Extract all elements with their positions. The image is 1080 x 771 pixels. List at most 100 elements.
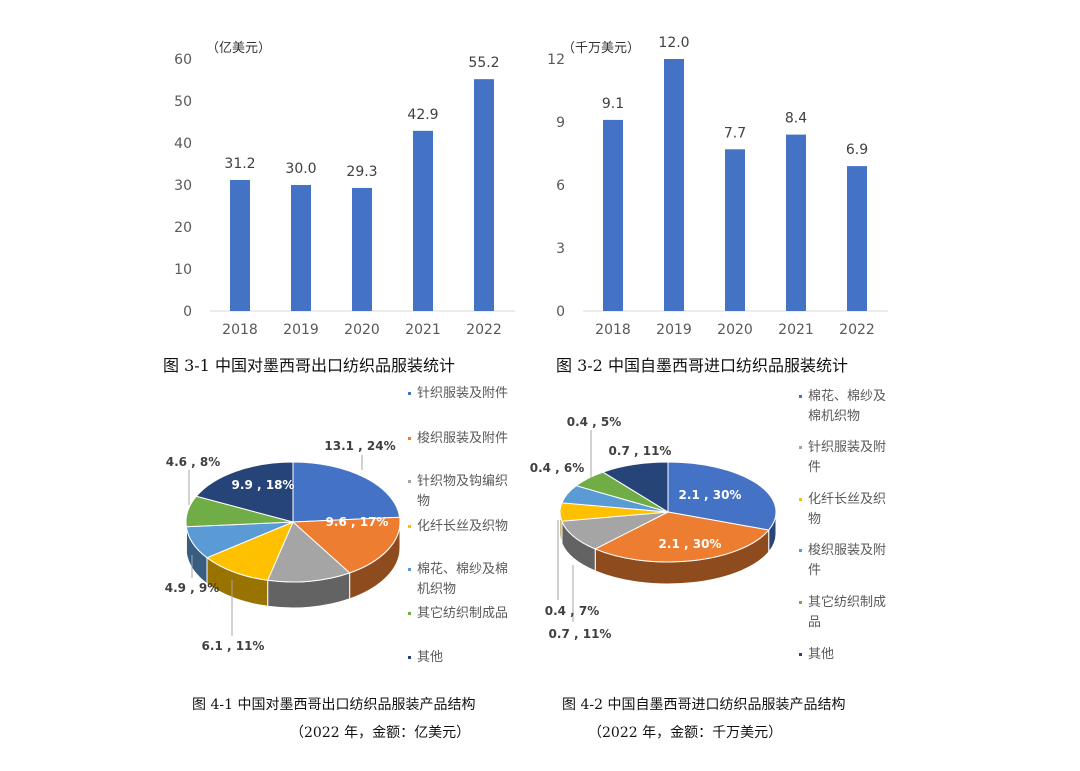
x-tick-label: 2021 [778,322,814,338]
legend-marker [799,601,802,604]
legend-marker [799,446,802,449]
bar [291,185,311,311]
legend-marker [408,392,411,395]
slice-label: 4.9 , 9% [165,581,220,595]
pie-slice [594,511,770,563]
slice-label: 0.4 , 6% [530,461,585,475]
legend-label: 化纤长丝及织 [808,492,886,507]
bar [786,134,806,311]
pie-slice [561,511,669,550]
bar [230,179,250,311]
legend-label: 物 [417,494,430,509]
legend-marker [408,437,411,440]
data-label: 8.4 [785,111,807,127]
slice-label: 0.7 , 11% [549,627,612,641]
y-tick-label: 10 [174,262,192,278]
bar [413,130,433,311]
slice-label: 9.6 , 17% [326,515,389,529]
legend-label: 梭织服装及附 [808,542,886,558]
legend-label: 件 [808,460,821,475]
bar [725,149,745,311]
pie-slice [266,521,351,583]
data-label: 29.3 [346,164,377,180]
y-tick-label: 0 [556,304,565,320]
legend-label: 机织物 [417,582,456,597]
caption-fig-3-2: 图 3-2 中国自墨西哥进口纺织品服装统计 [556,356,848,375]
legend-label: 品 [808,615,821,630]
legend-label: 针织服装及附 [808,440,886,455]
y-tick-label: 40 [174,136,192,152]
pie-slice [601,461,669,513]
bar [474,79,494,311]
x-tick-label: 2022 [839,322,875,338]
x-tick-label: 2020 [717,322,753,338]
caption-fig-4-1: 图 4-1 中国对墨西哥出口纺织品服装产品结构 [192,697,476,713]
x-tick-label: 2020 [344,322,380,338]
data-label: 30.0 [285,161,316,177]
legend-label: 棉花、棉纱及 [808,388,886,404]
y-tick-label: 3 [556,241,565,257]
data-label: 42.9 [407,107,438,123]
slice-label: 13.1 , 24% [324,439,395,453]
pie-slice [291,516,401,574]
legend-marker [408,480,411,483]
pie-slice [206,521,294,581]
slice-label: 6.1 , 11% [202,639,265,653]
legend-label: 针织服装及附件 [417,386,508,401]
caption-fig-3-1: 图 3-1 中国对墨西哥出口纺织品服装统计 [163,356,455,375]
bar [603,119,623,312]
y-tick-label: 20 [174,220,192,236]
bar [847,166,867,311]
slice-label: 2.1 , 30% [659,537,722,551]
legend-label: 其它纺织制成品 [417,605,508,621]
unit-label: （千万美元） [562,41,640,56]
slice-label: 2.1 , 30% [679,488,742,502]
slice-label: 0.7 , 11% [609,444,672,458]
x-tick-label: 2019 [656,322,692,338]
legend-marker [408,656,411,659]
x-tick-label: 2018 [222,322,258,338]
slice-label: 4.6 , 8% [166,455,221,469]
legend-label: 其他 [417,650,443,665]
legend-marker [799,498,802,501]
legend-marker [799,395,802,398]
data-label: 6.9 [846,142,868,158]
data-label: 9.1 [602,96,624,112]
legend-marker [408,568,411,571]
legend-label: 件 [808,563,821,578]
bar [352,187,372,311]
legend-marker [799,549,802,552]
data-label: 12.0 [658,35,689,51]
y-tick-label: 50 [174,94,192,110]
pie-slice [667,461,777,531]
y-tick-label: 12 [547,52,565,68]
legend-label: 棉花、棉纱及棉 [417,561,508,577]
bar [664,59,684,311]
data-label: 31.2 [224,156,255,172]
subcaption-fig-4-2: （2022 年，金额：千万美元） [588,725,783,741]
legend-label: 针织物及钩编织 [417,474,508,489]
y-tick-label: 0 [183,304,192,320]
legend-label: 棉机织物 [808,409,860,424]
caption-fig-4-2: 图 4-2 中国自墨西哥进口纺织品服装产品结构 [562,697,846,713]
slice-label: 0.4 , 5% [567,415,622,429]
x-tick-label: 2022 [466,322,502,338]
legend-label: 物 [808,512,821,527]
legend-label: 梭织服装及附件 [417,430,508,446]
legend-label: 其它纺织制成 [808,594,886,610]
pie-slice [292,461,401,523]
unit-label: （亿美元） [206,41,271,56]
x-tick-label: 2018 [595,322,631,338]
x-tick-label: 2021 [405,322,441,338]
legend-label: 化纤长丝及织物 [417,519,508,534]
y-tick-label: 30 [174,178,192,194]
x-tick-label: 2019 [283,322,319,338]
legend-marker [799,653,802,656]
legend-label: 其他 [808,647,834,662]
data-label: 7.7 [724,125,746,141]
legend-marker [408,525,411,528]
y-tick-label: 9 [556,115,565,131]
y-tick-label: 6 [556,178,565,194]
y-tick-label: 60 [174,52,192,68]
